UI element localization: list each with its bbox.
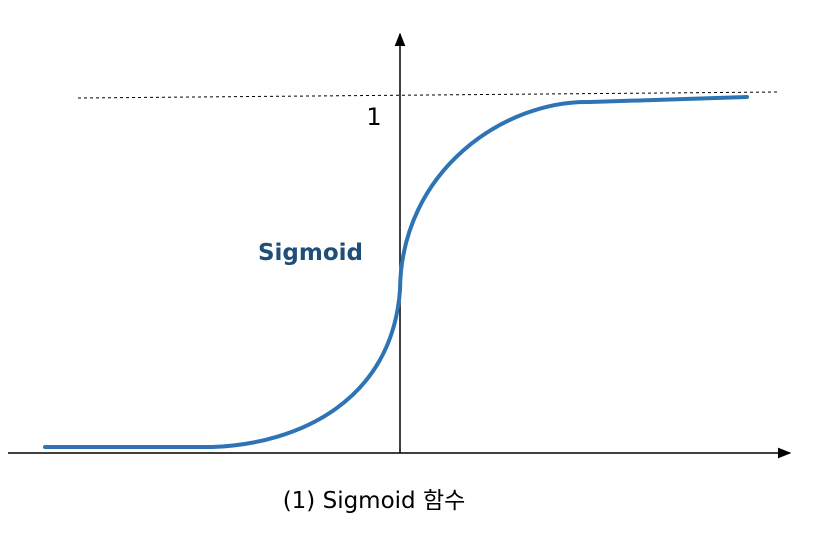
figure-caption: (1) Sigmoid 함수 bbox=[283, 488, 466, 514]
asymptote-label: 1 bbox=[366, 103, 381, 131]
curve-label: Sigmoid bbox=[258, 240, 363, 266]
sigmoid-curve bbox=[43, 95, 749, 449]
asymptote-line bbox=[77, 91, 779, 99]
